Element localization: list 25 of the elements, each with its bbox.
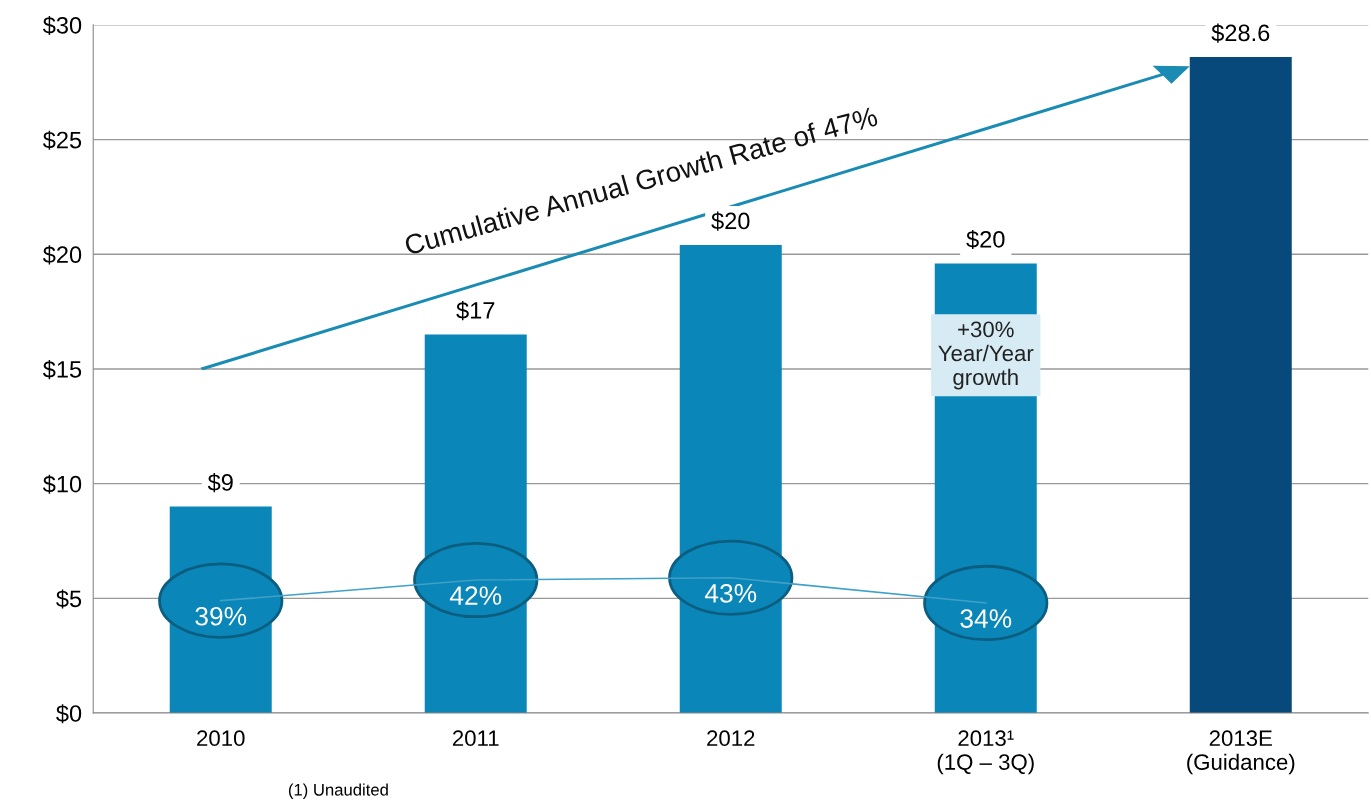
x-tick-label: 2013¹ (1Q – 3Q)	[937, 730, 1034, 775]
y-tick-label: $5	[56, 589, 82, 609]
x-tick-label: 2011	[452, 730, 499, 747]
y-tick-label: $20	[42, 245, 82, 265]
data-label: $28.6	[1211, 23, 1270, 43]
y-tick-label: $30	[42, 15, 82, 36]
annotation: 42%	[449, 586, 502, 605]
annotation: 34%	[960, 609, 1012, 628]
annotation: +30% Year/Year growth	[938, 321, 1034, 390]
annotation: 39%	[195, 606, 247, 626]
annotation: 43%	[704, 583, 757, 603]
x-tick-label: 2013E (Guidance)	[1187, 730, 1295, 775]
line-series	[219, 576, 987, 604]
text: (1) Unaudited	[288, 783, 388, 799]
y-tick-label: $10	[42, 474, 82, 494]
x-tick-label: 2010	[197, 730, 245, 747]
y-tick-label: $0	[56, 704, 82, 724]
y-tick-label: $15	[42, 360, 82, 380]
data-label: $9	[207, 473, 233, 493]
x-tick-label: 2012	[707, 730, 755, 747]
bar	[1189, 57, 1292, 714]
data-label: $17	[456, 301, 495, 321]
data-label: $20	[711, 211, 750, 231]
y-tick-label: $25	[42, 130, 82, 150]
data-label: $20	[966, 229, 1005, 250]
